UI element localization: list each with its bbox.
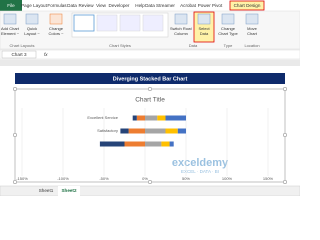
ribbon-button-label[interactable]: Column (174, 31, 188, 36)
bar-segment (165, 128, 178, 134)
icon (174, 13, 188, 25)
watermark-tagline: EXCEL · DATA · BI (181, 169, 219, 174)
x-tick-label: 0% (142, 176, 148, 181)
category-label: Satisfactory (97, 128, 118, 133)
ribbon-button-label[interactable]: Chart (247, 31, 258, 36)
ribbon-group-label: Type (224, 43, 233, 48)
x-tick-label: -50% (99, 176, 109, 181)
category-label: Excellent Service (87, 115, 118, 120)
ribbon-tab[interactable]: Power Pivot (198, 3, 223, 8)
ribbon-button-label[interactable]: Layout ~ (24, 31, 40, 36)
ribbon-tab[interactable]: Data (67, 3, 77, 8)
excel-window: Chart 3 fx Diverging Stacked Bar Chart C… (0, 0, 300, 196)
sheet-title: Diverging Stacked Bar Chart (113, 76, 188, 82)
icon (245, 13, 259, 25)
active-tab-highlight (229, 0, 265, 11)
style-thumb[interactable] (142, 14, 164, 32)
ribbon-group-label: Location (244, 43, 259, 48)
ribbon-button-label[interactable]: Chart Type (218, 31, 238, 36)
ribbon-button-label[interactable]: Change (49, 26, 64, 31)
ribbon-tab[interactable]: Data Streamer (145, 3, 175, 8)
ribbon-tab[interactable]: Acrobat (180, 3, 197, 8)
ribbon-tab[interactable]: Help (135, 3, 145, 8)
bar-segment (128, 128, 145, 134)
x-tick-label: 100% (222, 176, 233, 181)
sheet-tab[interactable]: Sheet1 (39, 188, 54, 193)
selection-handles (12, 86, 288, 185)
ribbon-button-label[interactable]: Add Chart (1, 26, 20, 31)
x-tick-label: 50% (182, 176, 190, 181)
title-banner (15, 73, 285, 84)
chart-title: Chart Title (135, 97, 165, 104)
ribbon-button-label[interactable]: Data (200, 31, 209, 36)
bar-segment (124, 141, 145, 147)
ribbon-button-label[interactable]: Change (221, 26, 236, 31)
ribbon-button-label[interactable]: Colors ~ (48, 31, 64, 36)
column-header-row (0, 60, 300, 66)
ribbon-tab[interactable]: View (96, 3, 107, 8)
sheet-tab-bar (0, 185, 300, 196)
active-sheet-tab (58, 186, 80, 196)
watermark: exceldemy (172, 157, 229, 169)
ribbon-group-label: Chart Layouts (10, 43, 35, 48)
bar-segment (161, 141, 170, 147)
bar-segment (145, 115, 158, 121)
name-box[interactable] (1, 50, 37, 59)
chart-frame[interactable] (14, 88, 286, 183)
style-thumb[interactable] (73, 14, 95, 32)
icon (49, 13, 63, 25)
fx-label: fx (44, 52, 48, 57)
x-tick-label: -150% (16, 176, 28, 181)
ribbon-button-label[interactable]: Quick (27, 26, 37, 31)
bar-segment (157, 115, 166, 121)
bar-segment (165, 115, 186, 121)
ribbon-group-label: Chart Styles (109, 43, 131, 48)
ribbon-button-label[interactable]: Select (198, 26, 210, 31)
formula-bar (0, 49, 300, 60)
bar-segment (132, 115, 137, 121)
icon (25, 13, 39, 25)
icon (221, 13, 235, 25)
x-tick-label: 150% (263, 176, 274, 181)
ribbon-button-label[interactable]: Switch Row/ (170, 26, 193, 31)
icon (197, 13, 211, 25)
tab-bar (0, 0, 300, 11)
ribbon-tab[interactable]: Formulas (47, 3, 67, 8)
ribbon-tab[interactable]: File (7, 3, 15, 8)
bar-segment (169, 141, 174, 147)
bar-segment (145, 141, 162, 147)
ribbon-button-label[interactable]: Element ~ (1, 31, 20, 36)
x-tick-label: -100% (57, 176, 69, 181)
ribbon-tab[interactable]: Developer (109, 3, 130, 8)
bar-segment (145, 128, 166, 134)
bar-segment (136, 115, 145, 121)
sheet-tab[interactable]: Sheet2 (61, 188, 77, 193)
ribbon-tab[interactable]: Chart Design (234, 3, 261, 8)
ribbon-tab[interactable]: Review (78, 3, 94, 8)
bar-segment (99, 141, 125, 147)
name-box-text: Chart 3 (11, 52, 27, 57)
style-thumb[interactable] (96, 14, 118, 32)
ribbon-button-label[interactable]: Move (247, 26, 258, 31)
bar-segment (177, 128, 186, 134)
ribbon-group-label: Data (189, 43, 198, 48)
style-thumb[interactable] (119, 14, 141, 32)
ribbon-tab[interactable]: Page Layout (21, 3, 48, 8)
bar-segment (120, 128, 129, 134)
icon (3, 13, 17, 25)
file-tab-bg (0, 0, 22, 11)
